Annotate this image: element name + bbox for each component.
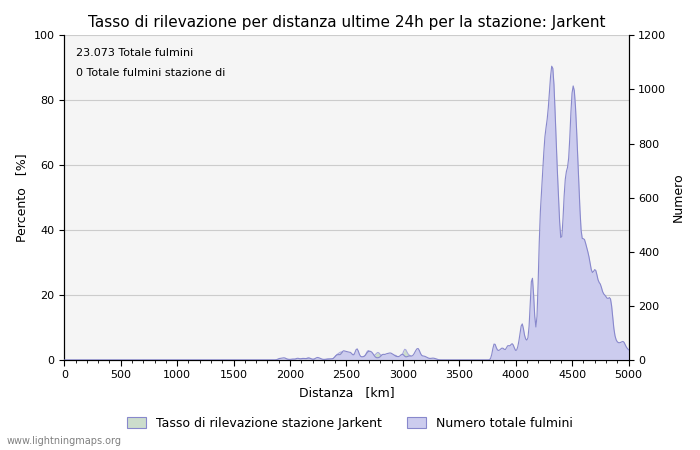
Text: 0 Totale fulmini stazione di: 0 Totale fulmini stazione di xyxy=(76,68,225,78)
Y-axis label: Numero: Numero xyxy=(672,173,685,222)
Title: Tasso di rilevazione per distanza ultime 24h per la stazione: Jarkent: Tasso di rilevazione per distanza ultime… xyxy=(88,15,606,30)
X-axis label: Distanza   [km]: Distanza [km] xyxy=(299,386,394,399)
Text: www.lightningmaps.org: www.lightningmaps.org xyxy=(7,436,122,446)
Text: 23.073 Totale fulmini: 23.073 Totale fulmini xyxy=(76,48,192,58)
Y-axis label: Percento   [%]: Percento [%] xyxy=(15,153,28,242)
Legend: Tasso di rilevazione stazione Jarkent, Numero totale fulmini: Tasso di rilevazione stazione Jarkent, N… xyxy=(122,412,577,435)
